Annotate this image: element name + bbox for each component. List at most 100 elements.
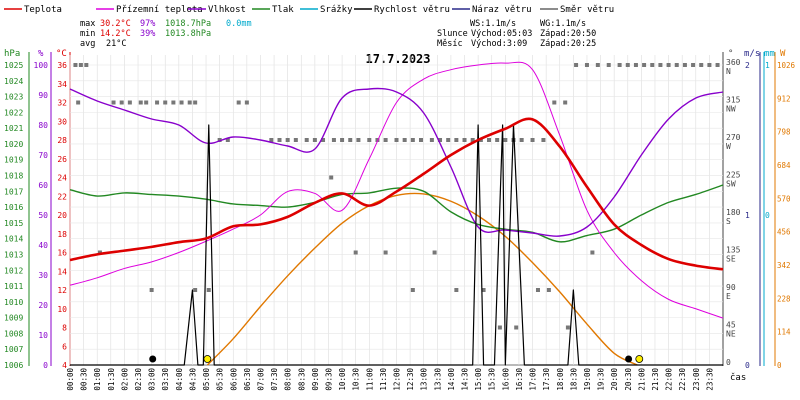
wind-dir-point — [312, 138, 317, 142]
x-tick-label: 07:30 — [270, 368, 279, 391]
wind-dir-point — [163, 100, 168, 105]
wind-dir-point — [383, 138, 388, 142]
stat-min-hum: 39% — [140, 29, 155, 39]
stat-max-rain: 0.0mm — [226, 19, 252, 29]
hpa-tick-label: 1014 — [4, 235, 23, 244]
wind-dir-point — [73, 63, 78, 67]
dir-tick-label: 45 — [726, 321, 736, 330]
wind-dir-point — [633, 63, 638, 67]
x-tick-label: 21:30 — [651, 368, 660, 391]
wind-dir-point — [470, 138, 475, 142]
hpa-tick-label: 1025 — [4, 61, 23, 70]
wind-dir-point — [367, 138, 372, 142]
x-tick-label: 01:00 — [93, 368, 102, 391]
wind-dir-point — [481, 288, 486, 292]
x-tick-label: 19:00 — [583, 368, 592, 391]
hpa-axis-label: hPa — [4, 49, 20, 59]
wind-dir-point — [111, 100, 116, 105]
dir-name-label: NW — [726, 105, 736, 114]
x-tick-label: 14:00 — [447, 368, 456, 391]
temp-tick-label: 36 — [57, 61, 67, 70]
x-tick-label: 18:00 — [556, 368, 565, 391]
temp-tick-label: 4 — [62, 361, 67, 370]
wind-dir-point — [530, 138, 535, 142]
wind-dir-point — [119, 100, 124, 105]
x-axis-label: čas — [730, 372, 746, 383]
x-tick-label: 17:00 — [529, 368, 538, 391]
dir-axis-unit: ° — [728, 49, 733, 59]
dir-name-label: SW — [726, 180, 736, 189]
wind-dir-point — [462, 138, 467, 142]
wind-dir-point — [650, 63, 655, 67]
wind-dir-point — [225, 138, 230, 142]
wind-dir-point — [535, 288, 540, 292]
wind-dir-point — [682, 63, 687, 67]
wind-dir-point — [674, 63, 679, 67]
pct-tick-label: 10 — [38, 331, 48, 340]
stat-moonrise: Východ:3:09 — [471, 39, 527, 49]
wind-dir-point — [617, 63, 622, 67]
stat-min-press: 1013.8hPa — [165, 29, 211, 39]
hpa-tick-label: 1017 — [4, 187, 23, 196]
x-tick-label: 04:00 — [175, 368, 184, 391]
x-tick-label: 12:30 — [406, 368, 415, 391]
legend-label-smer: Směr větru — [560, 5, 614, 15]
stat-ws: WS:1.1m/s — [470, 19, 516, 29]
plot-area — [69, 61, 724, 366]
temp-tick-label: 8 — [62, 324, 67, 333]
x-tick-label: 22:00 — [665, 368, 674, 391]
hpa-tick-label: 1012 — [4, 266, 23, 275]
x-tick-label: 23:00 — [692, 368, 701, 391]
pct-tick-label: 60 — [38, 181, 48, 190]
wind-dir-point — [454, 138, 459, 142]
stat-sunset: Západ:20:50 — [540, 29, 596, 39]
wind-dir-point — [563, 100, 568, 105]
wind-dir-point — [179, 100, 184, 105]
x-tick-label: 15:30 — [488, 368, 497, 391]
dir-tick-label: 180 — [726, 208, 741, 217]
wind-dir-point — [340, 138, 345, 142]
dir-tick-label: 135 — [726, 246, 741, 255]
ms-tick-label: 0 — [745, 361, 750, 370]
wind-dir-point — [171, 100, 176, 105]
wind-dir-point — [329, 175, 334, 180]
dir-name-label: N — [726, 67, 731, 76]
ms-tick-label: 2 — [745, 61, 750, 70]
wind-dir-point — [519, 138, 524, 142]
legend-label-vlhkost: Vlhkost — [208, 5, 246, 15]
hpa-tick-label: 1015 — [4, 219, 23, 228]
wind-dir-point — [84, 63, 89, 67]
wind-dir-point — [410, 138, 415, 142]
w-tick-label: 342 — [777, 261, 791, 270]
hpa-tick-label: 1023 — [4, 93, 23, 102]
w-axis-label: W — [780, 49, 786, 59]
x-tick-label: 14:30 — [461, 368, 470, 391]
grid — [69, 55, 723, 366]
temp-tick-label: 26 — [57, 155, 67, 164]
wind-dir-point — [383, 250, 388, 255]
wind-dir-point — [552, 100, 557, 105]
wind-dir-point — [666, 63, 671, 67]
x-tick-label: 16:00 — [501, 368, 510, 391]
wind-dir-point — [244, 100, 249, 105]
wind-dir-point — [138, 100, 143, 105]
stat-max-hum: 97% — [140, 19, 155, 29]
w-tick-label: 228 — [777, 294, 791, 303]
dir-name-label: NE — [726, 330, 736, 339]
wind-dir-point — [277, 138, 282, 142]
stat-max-label: max — [80, 19, 95, 29]
wind-dir-point — [321, 138, 326, 142]
legend-label-teplota: Teplota — [24, 5, 62, 15]
x-tick-label: 02:00 — [120, 368, 129, 391]
wind-dir-point — [285, 138, 290, 142]
pct-tick-label: 70 — [38, 151, 48, 160]
wind-dir-point — [206, 288, 211, 292]
stat-min-temp: 14.2°C — [100, 29, 131, 39]
stat-slunce-label: Slunce — [437, 29, 468, 39]
x-tick-label: 05:30 — [216, 368, 225, 391]
wind-dir-point — [97, 250, 102, 255]
wind-dir-point — [503, 138, 508, 142]
hpa-tick-label: 1006 — [4, 361, 23, 370]
wind-dir-point — [514, 325, 519, 330]
